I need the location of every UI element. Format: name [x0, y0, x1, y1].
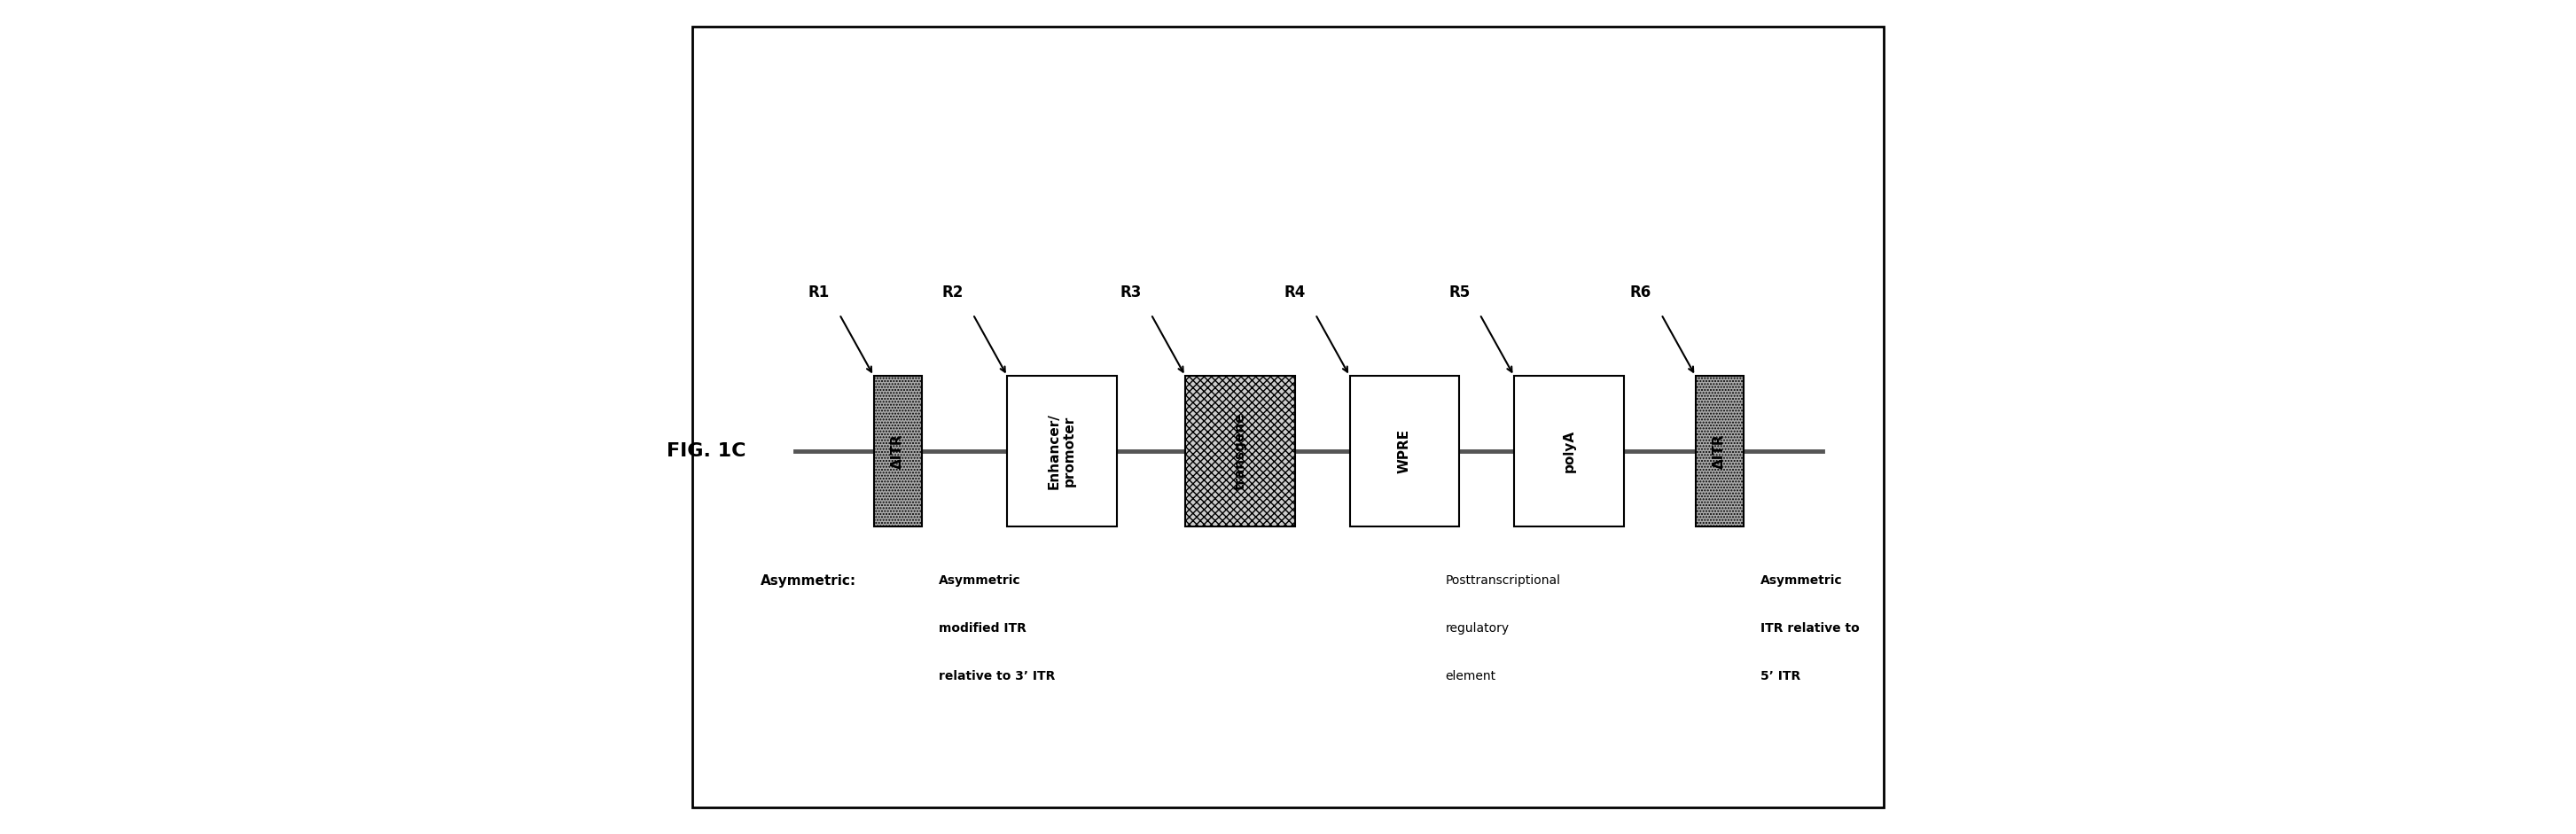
- FancyBboxPatch shape: [1695, 376, 1744, 526]
- Text: R4: R4: [1283, 284, 1306, 300]
- Text: R1: R1: [809, 284, 829, 300]
- FancyBboxPatch shape: [873, 376, 922, 526]
- Text: element: element: [1445, 671, 1497, 683]
- Text: Asymmetric: Asymmetric: [1759, 575, 1842, 587]
- Text: Posttranscriptional: Posttranscriptional: [1445, 575, 1561, 587]
- FancyBboxPatch shape: [1515, 376, 1623, 526]
- Text: R3: R3: [1121, 284, 1141, 300]
- Text: Asymmetric:: Asymmetric:: [760, 575, 855, 588]
- FancyBboxPatch shape: [1350, 376, 1458, 526]
- Text: ITR relative to: ITR relative to: [1759, 622, 1860, 635]
- FancyBboxPatch shape: [1007, 376, 1118, 526]
- Text: transgene: transgene: [1234, 413, 1247, 490]
- Text: modified ITR: modified ITR: [938, 622, 1025, 635]
- Text: polyA: polyA: [1561, 430, 1577, 473]
- FancyBboxPatch shape: [1185, 376, 1296, 526]
- Text: regulatory: regulatory: [1445, 622, 1510, 635]
- Text: Asymmetric: Asymmetric: [938, 575, 1020, 587]
- Text: Enhancer/
promoter: Enhancer/ promoter: [1048, 413, 1077, 490]
- Text: WPRE: WPRE: [1399, 429, 1412, 474]
- Text: relative to 3’ ITR: relative to 3’ ITR: [938, 671, 1056, 683]
- Text: 5’ ITR: 5’ ITR: [1759, 671, 1801, 683]
- Text: FIG. 1C: FIG. 1C: [667, 442, 744, 460]
- Text: ΔITR: ΔITR: [891, 434, 904, 469]
- Text: R6: R6: [1631, 284, 1651, 300]
- Text: R2: R2: [943, 284, 963, 300]
- FancyBboxPatch shape: [693, 27, 1883, 807]
- Text: ΔITR: ΔITR: [1713, 434, 1726, 469]
- Text: R5: R5: [1448, 284, 1471, 300]
